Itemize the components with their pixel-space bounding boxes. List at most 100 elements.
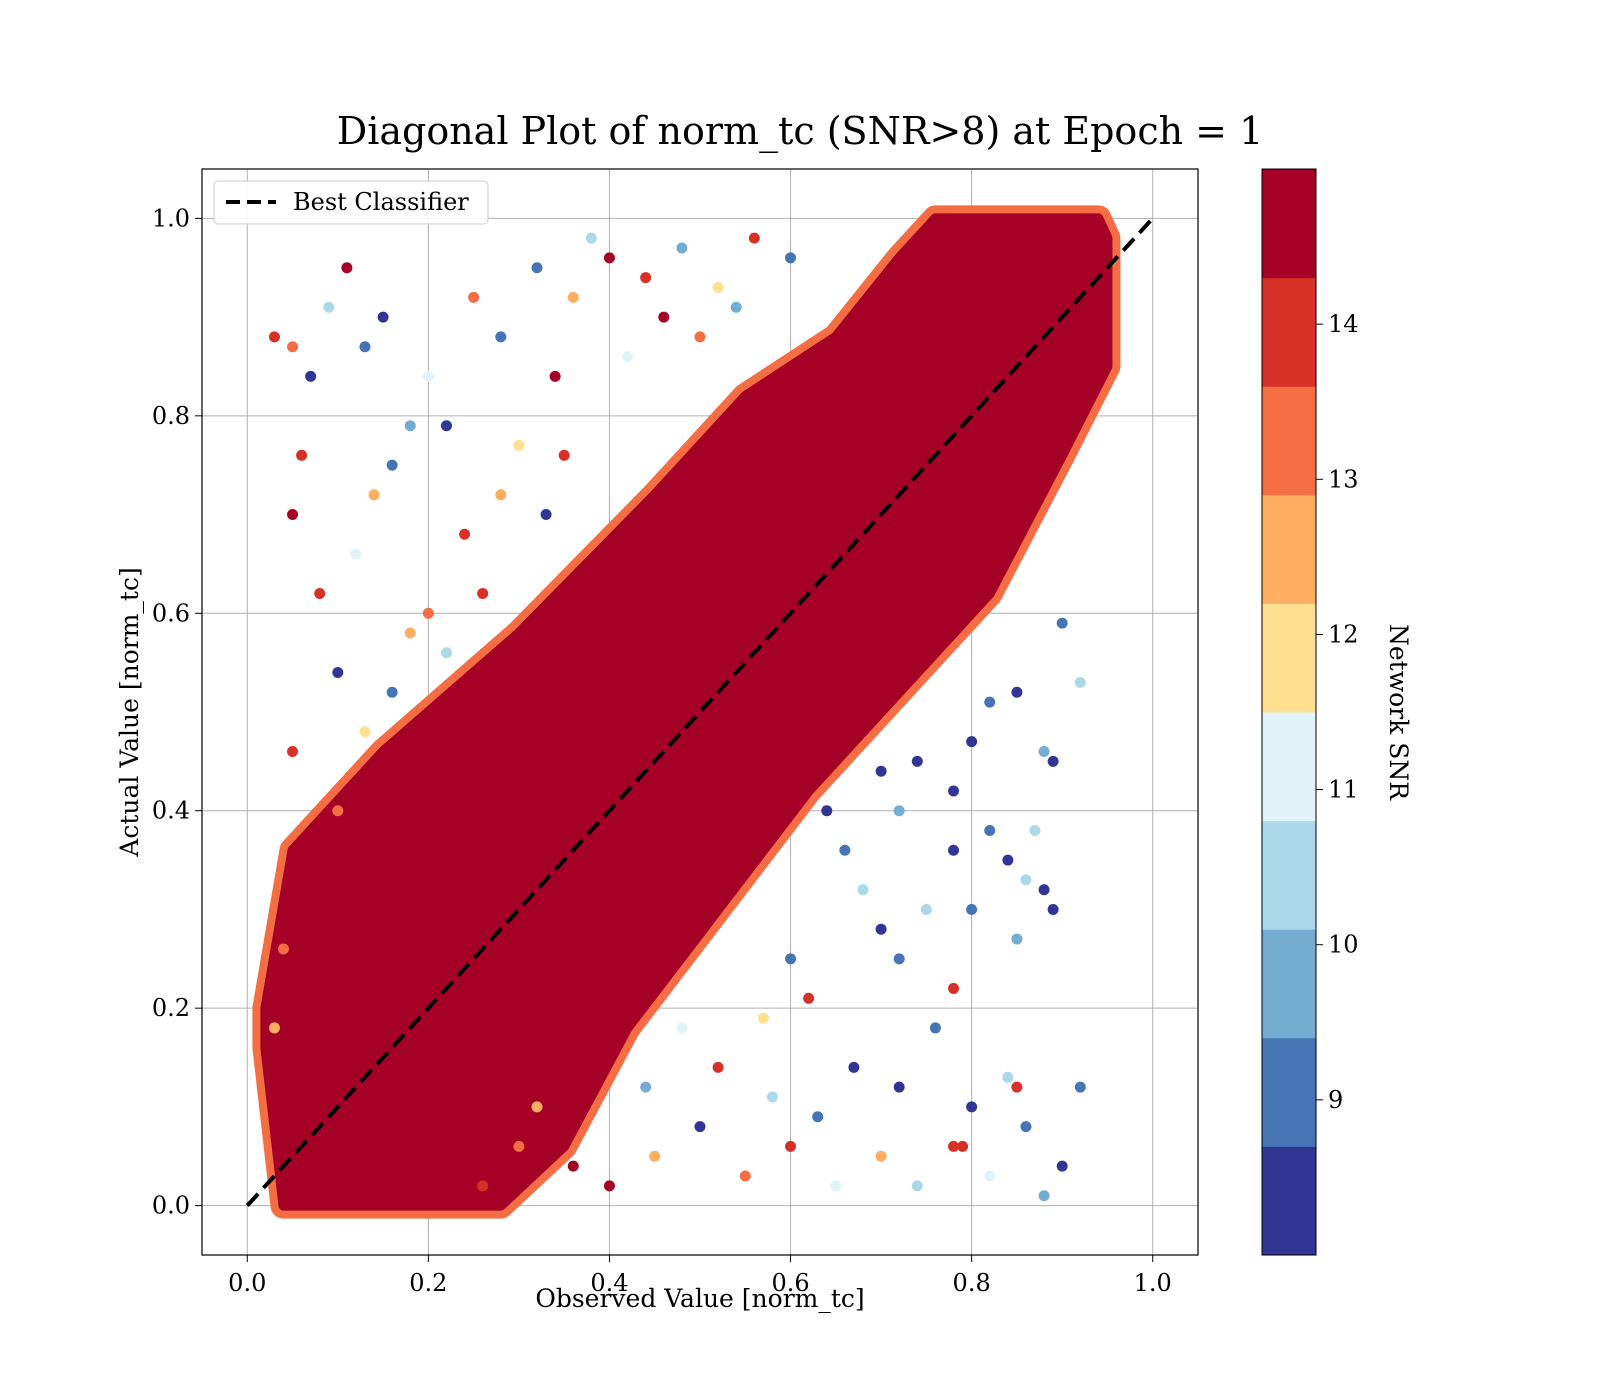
scatter-point — [404, 420, 416, 432]
scatter-point — [1002, 1071, 1014, 1083]
scatter-point — [386, 686, 398, 698]
scatter-point — [314, 588, 326, 600]
colorbar-bin — [1262, 820, 1316, 930]
colorbar-tick-label: 11 — [1328, 776, 1359, 804]
scatter-point — [984, 824, 996, 836]
y-tick-label: 0.2 — [152, 994, 190, 1022]
y-tick-label: 0.0 — [152, 1192, 190, 1220]
colorbar-border — [1261, 168, 1317, 1256]
scatter-point — [377, 311, 389, 323]
x-axis-ticks: 0.0 0.2 0.4 0.6 0.8 1.0 — [228, 1255, 1172, 1297]
scatter-point — [477, 588, 489, 600]
scatter-point — [948, 1140, 960, 1152]
colorbar-bin — [1262, 603, 1316, 713]
scatter-point — [966, 903, 978, 915]
scatter-point — [748, 232, 760, 244]
colorbar-bin — [1262, 277, 1316, 387]
colorbar-bin — [1262, 386, 1316, 496]
scatter-point — [893, 1081, 905, 1093]
scatter-point — [440, 420, 452, 432]
scatter-point — [323, 301, 335, 313]
y-tick-label: 0.8 — [152, 402, 190, 430]
scatter-point — [422, 607, 434, 619]
scatter-point — [287, 509, 299, 521]
scatter-point — [603, 252, 615, 264]
scatter-point — [948, 785, 960, 797]
scatter-point — [1011, 686, 1023, 698]
colorbar-ticks: 9 10 11 12 13 14 — [1316, 310, 1359, 1114]
scatter-point — [1047, 755, 1059, 767]
scatter-point — [857, 884, 869, 896]
scatter-point — [359, 726, 371, 738]
scatter-point — [1020, 1121, 1032, 1133]
colorbar-tick-label: 14 — [1328, 310, 1359, 338]
scatter-point — [477, 1180, 489, 1192]
y-tick-label: 1.0 — [152, 204, 190, 232]
scatter-point — [875, 923, 887, 935]
legend-box — [213, 180, 489, 225]
scatter-point — [640, 1081, 652, 1093]
scatter-point — [404, 627, 416, 639]
scatter-point — [1011, 1081, 1023, 1093]
best-classifier-line — [245, 217, 1155, 1207]
colorbar-bin — [1262, 494, 1316, 604]
colorbar-bin — [1262, 1037, 1316, 1147]
scatter-point — [730, 301, 742, 313]
scatter-point — [1038, 745, 1050, 757]
scatter-point — [1011, 933, 1023, 945]
scatter-point — [893, 805, 905, 817]
colorbar-bins — [1262, 169, 1316, 1256]
colorbar-tick-label: 13 — [1328, 465, 1359, 493]
scatter-point — [739, 1170, 751, 1182]
scatter-point — [785, 1140, 797, 1152]
x-tick-label: 0.0 — [228, 1269, 266, 1297]
legend-entry-label: Best Classifier — [293, 188, 469, 216]
scatter-point — [567, 291, 579, 303]
scatter-point — [676, 1022, 688, 1034]
scatter-point — [422, 370, 434, 382]
scatter-point — [785, 953, 797, 965]
scatter-points — [268, 232, 1086, 1202]
scatter-point — [875, 1150, 887, 1162]
colorbar: 9 10 11 12 13 14 Network SNR — [1261, 168, 1413, 1256]
scatter-point — [1002, 854, 1014, 866]
colorbar-tick-label: 12 — [1328, 620, 1359, 648]
colorbar-bin — [1262, 169, 1316, 279]
scatter-point — [1074, 676, 1086, 688]
scatter-point — [341, 262, 353, 274]
scatter-point — [359, 341, 371, 353]
scatter-point — [1047, 903, 1059, 915]
scatter-point — [830, 1180, 842, 1192]
scatter-point — [694, 331, 706, 343]
scatter-point — [513, 1140, 525, 1152]
colorbar-tick-label: 9 — [1328, 1086, 1343, 1114]
y-tick-label: 0.6 — [152, 599, 190, 627]
scatter-point — [585, 232, 597, 244]
y-axis-ticks: 0.0 0.2 0.4 0.6 0.8 1.0 — [152, 204, 202, 1220]
legend: Best Classifier — [213, 180, 489, 225]
scatter-point — [1074, 1081, 1086, 1093]
y-axis-label: Actual Value [norm_tc] — [115, 567, 144, 857]
plot-area: 0.0 0.2 0.4 0.6 0.8 1.0 0.0 0.2 0.4 0.6 0.8 1.0 — [152, 168, 1199, 1297]
scatter-point — [558, 449, 570, 461]
chart-title: Diagonal Plot of norm_tc (SNR>8) at Epoc… — [337, 109, 1264, 154]
x-tick-label: 0.4 — [590, 1269, 628, 1297]
scatter-point — [495, 489, 507, 501]
scatter-point — [920, 903, 932, 915]
scatter-point — [513, 439, 525, 451]
scatter-point — [984, 696, 996, 708]
scatter-point — [839, 844, 851, 856]
colorbar-tick-label: 10 — [1328, 931, 1359, 959]
colorbar-bin — [1262, 712, 1316, 822]
scatter-point — [911, 1180, 923, 1192]
scatter-point — [567, 1160, 579, 1172]
scatter-point — [676, 242, 688, 254]
scatter-point — [712, 281, 724, 293]
scatter-point — [468, 291, 480, 303]
scatter-point — [658, 311, 670, 323]
colorbar-bin — [1262, 929, 1316, 1039]
scatter-point — [440, 647, 452, 659]
scatter-point — [531, 1101, 543, 1113]
scatter-point — [929, 1022, 941, 1034]
